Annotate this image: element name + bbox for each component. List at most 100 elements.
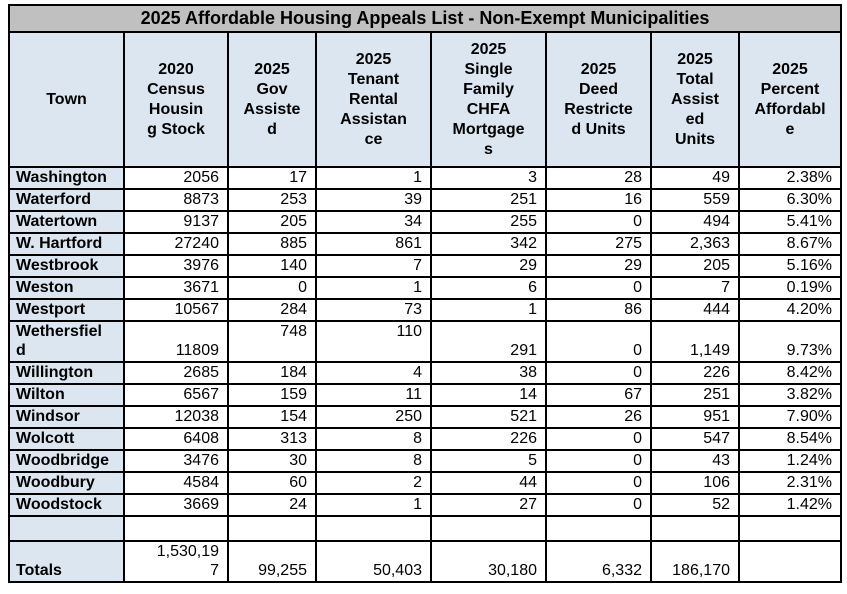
totals-value-cell: 50,403	[315, 540, 432, 583]
totals-value-cell: 1,530,19 7	[123, 540, 229, 583]
value-cell: 255	[430, 210, 547, 234]
title-row: 2025 Affordable Housing Appeals List - N…	[8, 4, 842, 33]
value-cell: 253	[227, 188, 317, 212]
table-row: Wilton 6567 159 11 14 67 251 3.82%	[8, 383, 842, 407]
table-title: 2025 Affordable Housing Appeals List - N…	[8, 4, 842, 33]
table-row: Windsor 12038 154 250 521 26 951 7.90%	[8, 405, 842, 429]
value-cell: 44	[430, 471, 547, 495]
value-cell: 251	[430, 188, 547, 212]
value-cell: 4584	[123, 471, 229, 495]
value-cell: 226	[650, 361, 740, 385]
value-cell: 2.38%	[738, 166, 842, 190]
value-cell: 60	[227, 471, 317, 495]
value-cell: 8.42%	[738, 361, 842, 385]
table-row: Weston 3671 0 1 6 0 7 0.19%	[8, 276, 842, 300]
value-cell: 313	[227, 427, 317, 451]
table-row: Watertown 9137 205 34 255 0 494 5.41%	[8, 210, 842, 234]
totals-value-cell: 30,180	[430, 540, 547, 583]
town-cell: Woodbridge	[8, 449, 125, 473]
table-row: Wolcott 6408 313 8 226 0 547 8.54%	[8, 427, 842, 451]
value-cell: 0	[545, 276, 652, 300]
table-row: Woodbury 4584 60 2 44 0 106 2.31%	[8, 471, 842, 495]
town-cell: Westport	[8, 298, 125, 322]
table-row: Woodbridge 3476 30 8 5 0 43 1.24%	[8, 449, 842, 473]
value-cell: 106	[650, 471, 740, 495]
value-cell: 8	[315, 427, 432, 451]
value-cell: 10567	[123, 298, 229, 322]
value-cell: 86	[545, 298, 652, 322]
value-cell: 0	[545, 449, 652, 473]
value-cell: 951	[650, 405, 740, 429]
totals-value-cell: 99,255	[227, 540, 317, 583]
value-cell: 205	[650, 254, 740, 278]
column-header-1: 2020 Census Housin g Stock	[123, 31, 229, 168]
value-cell	[315, 515, 432, 542]
value-cell: 4.20%	[738, 298, 842, 322]
value-cell: 49	[650, 166, 740, 190]
value-cell: 2056	[123, 166, 229, 190]
value-cell: 0	[545, 471, 652, 495]
column-header-3: 2025 Tenant Rental Assistan ce	[315, 31, 432, 168]
column-header-5: 2025 Deed Restricte d Units	[545, 31, 652, 168]
value-cell	[430, 515, 547, 542]
value-cell	[650, 515, 740, 542]
value-cell: 748	[227, 320, 317, 363]
value-cell: 154	[227, 405, 317, 429]
value-cell: 30	[227, 449, 317, 473]
value-cell: 110	[315, 320, 432, 363]
value-cell: 0	[545, 320, 652, 363]
value-cell: 0	[545, 361, 652, 385]
value-cell: 67	[545, 383, 652, 407]
value-cell: 7.90%	[738, 405, 842, 429]
value-cell: 494	[650, 210, 740, 234]
value-cell: 24	[227, 493, 317, 517]
value-cell: 342	[430, 232, 547, 256]
value-cell: 3	[430, 166, 547, 190]
value-cell: 27	[430, 493, 547, 517]
totals-label-cell: Totals	[8, 540, 125, 583]
town-cell: W. Hartford	[8, 232, 125, 256]
value-cell: 5	[430, 449, 547, 473]
value-cell: 2	[315, 471, 432, 495]
value-cell: 4	[315, 361, 432, 385]
value-cell: 12038	[123, 405, 229, 429]
value-cell	[227, 515, 317, 542]
value-cell: 39	[315, 188, 432, 212]
table-row: Wethersfiel d 11809 748 110 291 0 1,149 9.73%	[8, 320, 842, 363]
value-cell: 3.82%	[738, 383, 842, 407]
column-header-6: 2025 Total Assist ed Units	[650, 31, 740, 168]
value-cell: 1	[430, 298, 547, 322]
value-cell: 205	[227, 210, 317, 234]
totals-value-cell	[738, 540, 842, 583]
value-cell: 184	[227, 361, 317, 385]
value-cell: 2685	[123, 361, 229, 385]
value-cell: 3976	[123, 254, 229, 278]
value-cell: 5.41%	[738, 210, 842, 234]
value-cell: 0	[545, 493, 652, 517]
value-cell: 9.73%	[738, 320, 842, 363]
town-cell: Wethersfiel d	[8, 320, 125, 363]
housing-appeals-sheet: 2025 Affordable Housing Appeals List - N…	[8, 4, 842, 583]
value-cell: 8873	[123, 188, 229, 212]
table-row: Woodstock 3669 24 1 27 0 52 1.42%	[8, 493, 842, 517]
value-cell: 559	[650, 188, 740, 212]
town-cell: Washington	[8, 166, 125, 190]
town-cell: Weston	[8, 276, 125, 300]
town-cell: Westbrook	[8, 254, 125, 278]
town-cell	[8, 515, 125, 542]
value-cell: 159	[227, 383, 317, 407]
value-cell: 9137	[123, 210, 229, 234]
table-row: Waterford 8873 253 39 251 16 559 6.30%	[8, 188, 842, 212]
value-cell: 6.30%	[738, 188, 842, 212]
value-cell: 43	[650, 449, 740, 473]
town-cell: Wolcott	[8, 427, 125, 451]
value-cell: 3671	[123, 276, 229, 300]
value-cell: 8.67%	[738, 232, 842, 256]
value-cell: 29	[545, 254, 652, 278]
town-cell: Woodbury	[8, 471, 125, 495]
town-cell: Watertown	[8, 210, 125, 234]
value-cell: 7	[315, 254, 432, 278]
value-cell: 885	[227, 232, 317, 256]
value-cell: 34	[315, 210, 432, 234]
value-cell: 284	[227, 298, 317, 322]
